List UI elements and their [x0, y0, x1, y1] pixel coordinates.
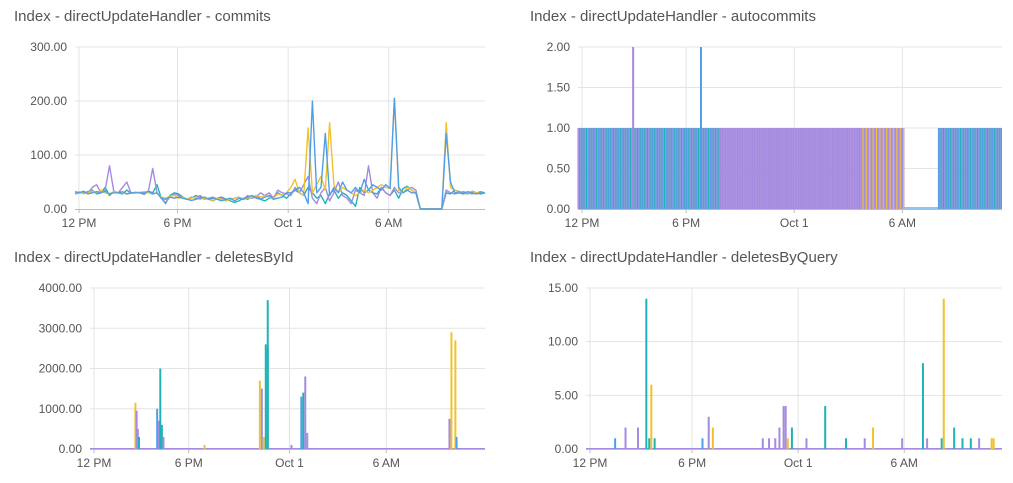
x-tick-label: 6 PM: [678, 456, 706, 470]
y-tick-label: 2000.00: [39, 362, 83, 376]
commits-chart-title: Index - directUpdateHandler - commits: [14, 8, 271, 25]
y-tick-label: 10.00: [548, 335, 578, 349]
y-tick-label: 1000.00: [39, 402, 83, 416]
y-tick-label: 1.50: [547, 81, 571, 95]
y-tick-label: 0.00: [59, 442, 83, 456]
deletes-by-query-chart-title: Index - directUpdateHandler - deletesByQ…: [530, 249, 838, 266]
x-tick-label: 6 AM: [375, 216, 402, 230]
x-tick-label: Oct 1: [275, 456, 304, 470]
x-tick-label: 12 PM: [62, 216, 97, 230]
y-tick-label: 0.00: [547, 202, 571, 216]
y-tick-label: 200.00: [30, 94, 67, 108]
y-tick-label: 1.00: [547, 121, 571, 135]
y-tick-label: 0.00: [44, 202, 68, 216]
commits-panel: Index - directUpdateHandler - commits 0.…: [0, 0, 506, 240]
y-tick-label: 15.00: [548, 281, 578, 295]
series-line-1: [74, 183, 486, 210]
series-line-4: [74, 97, 485, 210]
commits-chart[interactable]: 0.00 100.00 200.00 300.00 12 PM 6 PM Oct 1 6 AM: [0, 0, 506, 240]
autocommits-panel: Index - directUpdateHandler - autocommit…: [516, 0, 1013, 240]
autocommits-chart-title: Index - directUpdateHandler - autocommit…: [530, 8, 816, 25]
x-tick-label: Oct 1: [274, 216, 303, 230]
y-tick-label: 3000.00: [39, 321, 83, 335]
x-tick-label: 12 PM: [77, 456, 112, 470]
y-tick-label: 2.00: [547, 40, 571, 54]
x-tick-label: 12 PM: [573, 456, 608, 470]
y-tick-label: 100.00: [30, 148, 67, 162]
y-tick-label: 4000.00: [39, 281, 83, 295]
deletes-by-id-chart[interactable]: 0.00 1000.00 2000.00 3000.00 4000.00 12 PM 6 P…: [0, 241, 506, 483]
autocommits-chart[interactable]: 0.00 0.50 1.00 1.50 2.00 12 PM 6 PM Oct 1 6 AM: [516, 0, 1013, 240]
deletes-by-id-chart-title: Index - directUpdateHandler - deletesByI…: [14, 249, 294, 266]
y-tick-label: 0.50: [547, 162, 571, 176]
x-tick-label: 12 PM: [565, 216, 600, 230]
x-tick-label: 6 PM: [163, 216, 191, 230]
y-tick-label: 5.00: [555, 388, 579, 402]
deletes-by-query-chart[interactable]: 0.00 5.00 10.00 15.00 12 PM 6 PM Oct 1 6 AM: [516, 241, 1013, 483]
deletes-by-query-panel: Index - directUpdateHandler - deletesByQ…: [516, 241, 1013, 483]
y-tick-label: 300.00: [30, 40, 67, 54]
deletes-by-id-panel: Index - directUpdateHandler - deletesByI…: [0, 241, 506, 483]
y-tick-label: 0.00: [555, 442, 579, 456]
x-tick-label: 6 AM: [373, 456, 400, 470]
x-tick-label: Oct 1: [780, 216, 809, 230]
x-tick-label: Oct 1: [784, 456, 813, 470]
x-tick-label: 6 PM: [672, 216, 700, 230]
x-tick-label: 6 AM: [891, 456, 918, 470]
x-tick-label: 6 AM: [889, 216, 916, 230]
x-tick-label: 6 PM: [175, 456, 203, 470]
series-line-2: [74, 165, 486, 210]
